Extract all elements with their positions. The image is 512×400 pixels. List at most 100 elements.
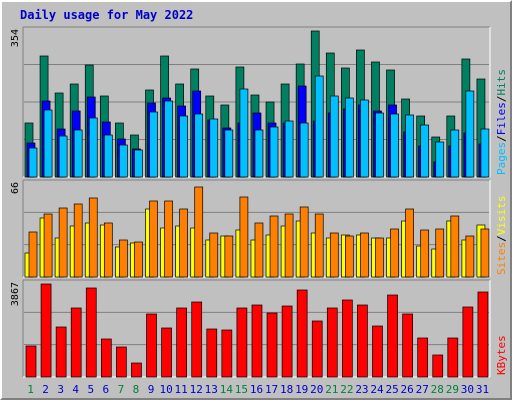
sites-bar [390, 228, 399, 278]
pages-bar [480, 128, 490, 178]
sites-bar [119, 239, 128, 278]
kbytes-bar [311, 320, 323, 378]
kbytes-bar [326, 307, 338, 378]
day-label: 20 [310, 383, 323, 396]
day-label: 28 [431, 383, 444, 396]
sites-bar [73, 203, 83, 278]
visits-panel-legend-part: Sites [495, 242, 508, 275]
sites-bar [134, 241, 143, 278]
day-label: 15 [235, 383, 248, 396]
hits-panel-legend-label: Pages/Files/Hits [495, 69, 508, 175]
day-label: 25 [385, 383, 398, 396]
sites-bar [405, 208, 414, 278]
kbytes-bar [116, 346, 127, 378]
day-label: 8 [133, 383, 140, 396]
sites-bar [329, 232, 339, 278]
hits-panel-legend-part: Pages [495, 142, 508, 175]
pages-bar [149, 111, 158, 178]
pages-bar [314, 75, 324, 178]
pages-bar [194, 113, 204, 178]
pages-bar [73, 129, 83, 178]
pages-bar [119, 144, 128, 178]
pages-bar [329, 95, 339, 178]
visits-panel-legend-part: Visits [495, 196, 508, 236]
sites-bar [209, 232, 219, 278]
kbytes-bar [85, 287, 97, 378]
sites-bar [254, 222, 264, 278]
kbytes-bar [402, 313, 413, 378]
kbytes-bar [447, 337, 459, 378]
day-label: 23 [355, 383, 368, 396]
day-label: 12 [190, 383, 203, 396]
day-label: 27 [416, 383, 429, 396]
day-label: 16 [250, 383, 263, 396]
pages-bar [420, 124, 430, 178]
kbytes-bar [25, 345, 37, 378]
kbytes-bar [357, 304, 368, 378]
kbytes-bar [55, 326, 67, 378]
sites-bar [239, 196, 249, 278]
pages-bar [435, 141, 445, 178]
kbytes-bar [100, 338, 112, 378]
sites-bar [224, 235, 234, 278]
sites-bar [450, 215, 460, 278]
pages-bar [360, 99, 369, 178]
day-label: 31 [476, 383, 489, 396]
pages-bar [179, 115, 188, 178]
pages-bar [269, 126, 279, 178]
pages-bar [224, 129, 234, 178]
kbytes-bar [342, 299, 353, 378]
kbytes-bar [236, 307, 248, 378]
sites-bar [103, 222, 113, 278]
pages-bar [28, 147, 38, 178]
kbytes-bar [206, 328, 218, 378]
pages-bar [284, 120, 294, 178]
kbytes-bar [40, 283, 52, 378]
day-label: 6 [103, 383, 110, 396]
sites-bar [299, 206, 309, 278]
day-label: 18 [280, 383, 293, 396]
hits-panel-max-label: 354 [10, 29, 21, 47]
sites-bar [28, 231, 38, 278]
hits-panel-legend-part: Files [495, 102, 508, 135]
sites-bar [284, 213, 294, 278]
day-axis: 1 2 3 4 5 6 7 8 9 10 11 12 13 14 15 16 17 18 19 20 21 22 23 24 2… [27, 383, 489, 396]
pages-bar [164, 100, 173, 178]
day-label: 13 [205, 383, 218, 396]
kbytes-bar [131, 362, 142, 378]
kbytes-panel-legend-part: KBytes [495, 335, 508, 375]
pages-bar [465, 90, 475, 178]
day-label: 2 [42, 383, 49, 396]
visits-sites-panel: 66 Sites/Visits [10, 179, 508, 278]
kbytes-panel-max-label: 3867 [10, 282, 21, 306]
kbytes-bar [70, 307, 82, 378]
pages-bar [254, 129, 264, 178]
kbytes-bar [432, 354, 444, 378]
day-label: 5 [87, 383, 94, 396]
sites-bar [480, 228, 490, 278]
day-label: 29 [446, 383, 459, 396]
day-label: 10 [159, 383, 172, 396]
kbytes-bar [477, 291, 489, 378]
hits-panel-legend-part: / [495, 96, 508, 103]
kbytes-bar [176, 307, 187, 378]
day-label: 26 [401, 383, 414, 396]
sites-bar [88, 197, 98, 278]
kbytes-bar [161, 327, 172, 378]
sites-bar [314, 213, 324, 278]
day-label: 1 [27, 383, 34, 396]
kbytes-bar [462, 306, 474, 378]
visits-panel-legend-part: / [495, 235, 508, 242]
visits-panel-max-label: 66 [10, 182, 21, 194]
kbytes-bar [296, 289, 308, 378]
sites-bar [435, 228, 445, 278]
day-label: 30 [461, 383, 474, 396]
day-label: 24 [370, 383, 384, 396]
day-label: 7 [118, 383, 125, 396]
kbytes-bar [146, 313, 157, 378]
day-label: 22 [340, 383, 353, 396]
pages-bar [103, 134, 113, 178]
pages-bar [58, 135, 68, 178]
kbytes-bar [281, 305, 293, 378]
day-label: 14 [220, 383, 234, 396]
